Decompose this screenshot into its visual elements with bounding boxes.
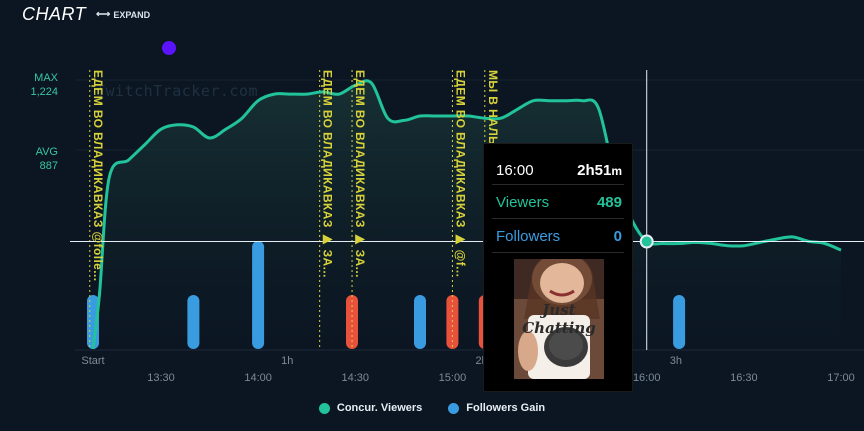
y-avg-label: AVG 887 (0, 145, 58, 173)
watermark: TwitchTracker.com (96, 82, 259, 100)
game-art-title-line1: Just (539, 301, 575, 319)
tooltip-header: 16:00 2h51m (496, 162, 622, 179)
x-tick-time: 13:30 (147, 372, 175, 384)
tooltip-divider (492, 184, 624, 185)
tooltip-divider (492, 218, 624, 219)
follower-bar (673, 295, 686, 349)
marker-label: МЫ В НАЛЬ (485, 70, 500, 146)
y-avg-value: 887 (39, 160, 58, 172)
game-art-title-line2: Chatting (522, 319, 596, 337)
viewers-line (91, 79, 842, 350)
legend-item-viewers[interactable]: Concur. Viewers (318, 402, 423, 414)
game-category-art: Just Chatting (514, 259, 604, 379)
tooltip-followers-label: Followers (496, 228, 561, 245)
expand-label: EXPAND (113, 9, 151, 20)
y-avg-title: AVG (35, 146, 58, 158)
viewers-area (93, 80, 841, 349)
y-max-label: MAX 1,224 (0, 71, 58, 99)
tooltip-followers-row: Followers 0 (496, 228, 622, 245)
marker-label: ЕДЕМ ВО ВЛАДИКАВКАЗ ▶ ЗА... (320, 70, 335, 278)
live-indicator-dot (162, 41, 176, 55)
legend-item-followers[interactable]: Followers Gain (448, 402, 545, 414)
marker-label: ЕДЕМ ВО ВЛАДИКАВКАЗ @folle... (90, 70, 105, 282)
chart-header: CHART ⟷ EXPAND (0, 0, 864, 32)
x-tick-elapsed: 1h (281, 355, 294, 367)
x-tick-time: 14:30 (341, 372, 370, 384)
tooltip-divider (492, 252, 624, 253)
tooltip-time: 16:00 (496, 162, 534, 179)
legend-color-dot (448, 402, 460, 414)
follower-bar (414, 295, 426, 349)
follower-bar (252, 241, 265, 349)
tooltip-duration-unit: m (611, 164, 622, 178)
chart-legend: Concur. Viewers Followers Gain (0, 402, 864, 414)
legend-label: Followers Gain (466, 402, 546, 414)
hover-point (639, 234, 654, 249)
tooltip-followers-value: 0 (613, 228, 622, 245)
marker-label: ЕДЕМ ВО ВЛАДИКАВКАЗ ▶ ЗА... (353, 70, 368, 278)
expand-button[interactable]: ⟷ EXPAND (96, 9, 150, 20)
chart-title: CHART (22, 4, 87, 24)
x-tick-elapsed: 3h (669, 355, 682, 367)
tooltip: 16:00 2h51m Viewers 489 Followers 0 Just… (483, 143, 633, 392)
tooltip-viewers-label: Viewers (496, 194, 550, 211)
x-tick-time: 17:00 (827, 372, 855, 384)
tooltip-duration-value: 2h51 (577, 162, 612, 179)
y-max-value: 1,224 (30, 86, 58, 98)
legend-color-dot (318, 402, 330, 414)
x-tick-time: 16:00 (632, 372, 661, 384)
left-right-arrow-icon: ⟷ (96, 9, 111, 20)
follower-bar (187, 295, 200, 349)
marker-label: ЕДЕМ ВО ВЛАДИКАВКАЗ ▶ @f... (453, 70, 468, 278)
tooltip-viewers-value: 489 (596, 194, 622, 211)
followers-bars (87, 241, 686, 349)
x-tick-time: 16:30 (730, 372, 758, 384)
tooltip-duration: 2h51m (577, 162, 622, 179)
legend-label: Concur. Viewers (336, 402, 423, 414)
x-tick-time: 14:00 (244, 372, 272, 384)
x-tick-elapsed: Start (81, 355, 105, 367)
y-max-title: MAX (34, 72, 58, 84)
x-tick-time: 15:00 (438, 372, 467, 384)
tooltip-viewers-row: Viewers 489 (496, 194, 622, 211)
